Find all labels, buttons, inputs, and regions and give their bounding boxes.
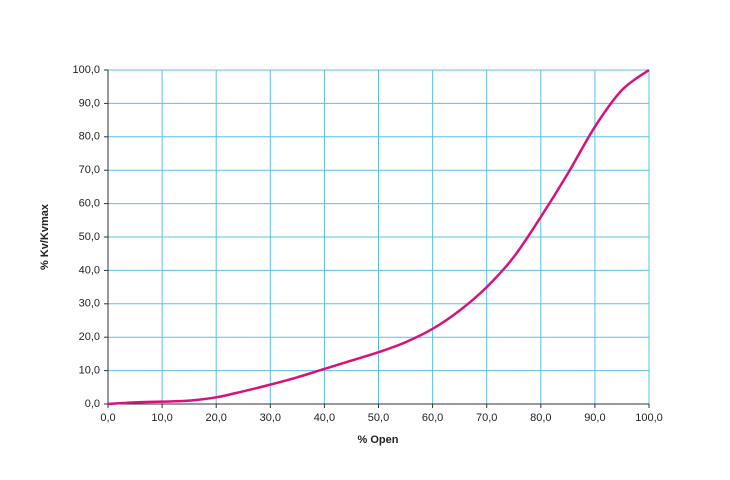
- x-tick-label: 60,0: [422, 412, 443, 424]
- y-tick-label: 10,0: [79, 365, 100, 377]
- y-tick-label: 60,0: [79, 198, 100, 210]
- y-tick-label: 70,0: [79, 164, 100, 176]
- y-axis-title: % Kv/Kvmax: [39, 203, 51, 270]
- x-tick-label: 90,0: [584, 412, 605, 424]
- x-tick-label: 30,0: [260, 412, 281, 424]
- y-tick-label: 30,0: [79, 298, 100, 310]
- x-tick-label: 70,0: [476, 412, 497, 424]
- y-tick-label: 40,0: [79, 264, 100, 276]
- y-tick-label: 90,0: [79, 97, 100, 109]
- y-tick-label: 20,0: [79, 331, 100, 343]
- x-tick-label: 40,0: [314, 412, 335, 424]
- y-tick-label: 100,0: [72, 64, 100, 76]
- x-tick-label: 10,0: [151, 412, 172, 424]
- line: [107, 68, 650, 406]
- y-tick-label: 80,0: [79, 131, 100, 143]
- x-tick-label: 80,0: [530, 412, 551, 424]
- x-tick-label: 50,0: [368, 412, 389, 424]
- x-tick-label: 0,0: [100, 412, 115, 424]
- y-tick-label: 0,0: [85, 398, 100, 410]
- x-axis-title: % Open: [358, 434, 399, 446]
- y-tick-label: 50,0: [79, 231, 100, 243]
- x-tick-label: 20,0: [205, 412, 226, 424]
- x-tick-label: 100,0: [635, 412, 663, 424]
